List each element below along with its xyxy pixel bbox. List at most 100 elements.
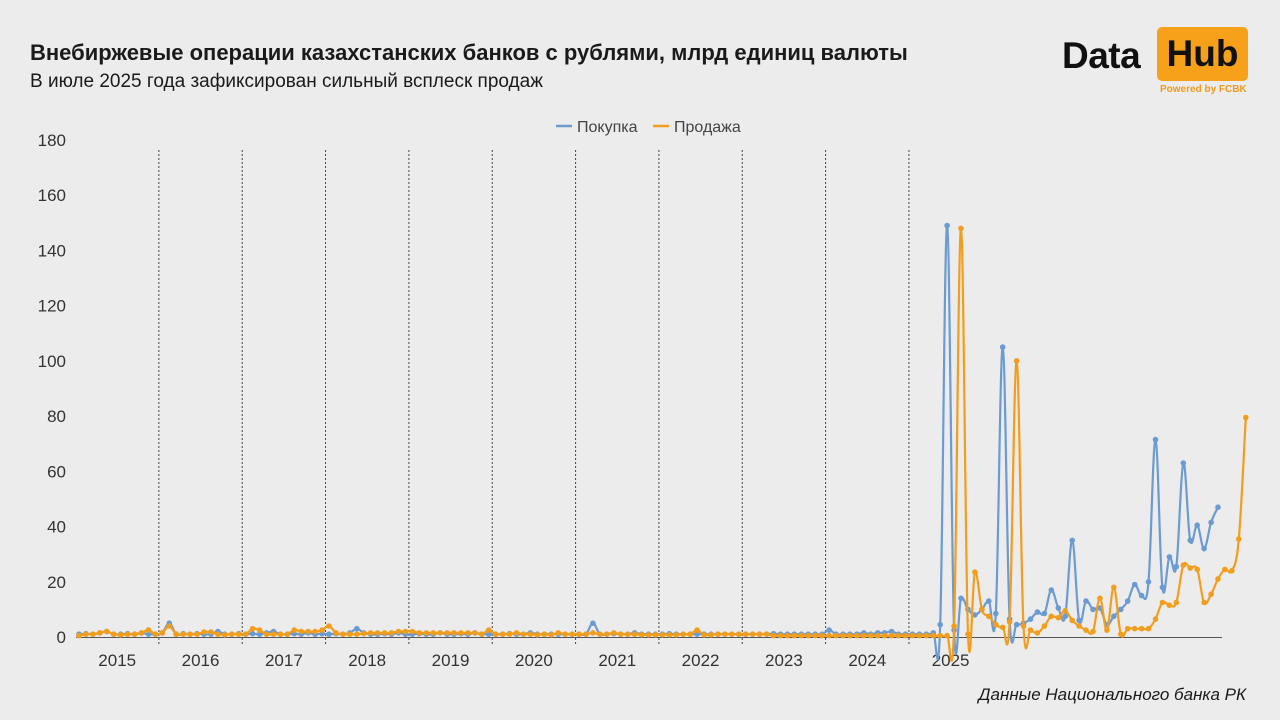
data-point — [83, 631, 89, 637]
data-point — [541, 631, 548, 637]
data-point — [249, 630, 256, 637]
data-point — [972, 569, 978, 575]
data-point — [222, 632, 228, 638]
data-point — [895, 632, 902, 639]
data-point — [1034, 630, 1041, 636]
data-point — [888, 628, 895, 635]
data-point — [90, 631, 96, 637]
data-point — [958, 225, 964, 232]
data-point — [270, 631, 277, 637]
data-point — [1138, 592, 1145, 599]
data-point — [937, 632, 943, 639]
data-point — [583, 631, 589, 637]
data-point — [173, 631, 179, 637]
data-point — [1090, 606, 1096, 613]
data-point — [486, 631, 492, 637]
data-point — [742, 631, 749, 637]
data-point — [736, 631, 742, 637]
x-tick-label: 2019 — [432, 651, 470, 670]
data-point — [1090, 628, 1096, 635]
data-point — [993, 621, 999, 628]
data-point — [326, 631, 332, 637]
x-tick-label: 2023 — [765, 651, 803, 670]
chart-subtitle: В июле 2025 года зафиксирован сильный вс… — [30, 71, 543, 92]
data-point — [305, 628, 312, 635]
data-point — [208, 629, 214, 635]
data-point — [319, 627, 325, 633]
data-source-note: Данные Национального банка РК — [978, 685, 1246, 704]
data-point — [1083, 598, 1089, 604]
data-point — [819, 632, 825, 639]
data-point — [388, 630, 395, 636]
y-tick-label: 180 — [38, 131, 66, 150]
data-point — [201, 629, 207, 635]
data-point — [972, 612, 978, 618]
data-point — [805, 632, 811, 639]
data-point — [888, 632, 895, 639]
data-point — [513, 630, 520, 636]
data-point — [1208, 591, 1214, 597]
logo-powered-by: Powered by FCBK — [1160, 84, 1247, 95]
data-point — [763, 631, 770, 637]
data-point — [235, 631, 242, 637]
data-point — [1020, 623, 1027, 629]
data-point — [722, 631, 728, 637]
data-point — [548, 632, 555, 638]
data-point — [527, 631, 534, 637]
data-point — [1027, 616, 1034, 622]
data-point — [1222, 566, 1228, 573]
data-point — [1027, 627, 1034, 633]
data-point — [1194, 522, 1200, 528]
data-point — [465, 630, 471, 636]
y-tick-label: 160 — [38, 186, 66, 205]
data-point — [1208, 519, 1214, 526]
data-point — [673, 632, 680, 638]
data-point — [562, 631, 568, 637]
data-point — [701, 632, 707, 638]
data-point — [951, 623, 957, 629]
data-point — [499, 631, 506, 637]
data-point — [617, 631, 624, 637]
data-point — [347, 631, 353, 637]
data-point — [986, 613, 992, 620]
data-point — [479, 631, 485, 637]
data-point — [1159, 599, 1166, 606]
data-point — [694, 631, 700, 637]
data-point — [631, 631, 638, 637]
data-point — [1152, 616, 1159, 622]
data-point — [284, 631, 291, 637]
data-point — [1013, 358, 1020, 364]
data-point — [1180, 460, 1187, 466]
data-point — [486, 627, 492, 633]
data-point — [444, 630, 450, 636]
data-point — [1159, 584, 1166, 591]
data-point — [1215, 504, 1221, 511]
data-point — [145, 631, 152, 637]
data-point — [215, 631, 221, 637]
data-point — [826, 627, 832, 633]
data-point — [749, 631, 756, 637]
data-point — [104, 628, 110, 635]
data-point — [326, 623, 332, 629]
data-point — [576, 631, 582, 637]
data-point — [840, 632, 846, 639]
data-point — [569, 631, 575, 637]
data-point — [263, 631, 270, 637]
data-point — [1166, 554, 1173, 560]
data-point — [1013, 621, 1020, 628]
data-point — [756, 631, 763, 637]
data-point — [1069, 617, 1075, 624]
data-point — [277, 631, 284, 637]
data-point — [937, 621, 943, 628]
data-point — [874, 632, 881, 639]
data-point — [833, 632, 839, 639]
data-point — [916, 632, 923, 639]
x-tick-label: 2015 — [98, 651, 136, 670]
data-point — [965, 631, 971, 637]
y-tick-label: 60 — [47, 462, 66, 481]
data-point — [152, 631, 159, 637]
data-point — [958, 595, 964, 602]
data-point — [847, 632, 853, 639]
data-point — [645, 632, 652, 638]
data-point — [367, 630, 374, 636]
